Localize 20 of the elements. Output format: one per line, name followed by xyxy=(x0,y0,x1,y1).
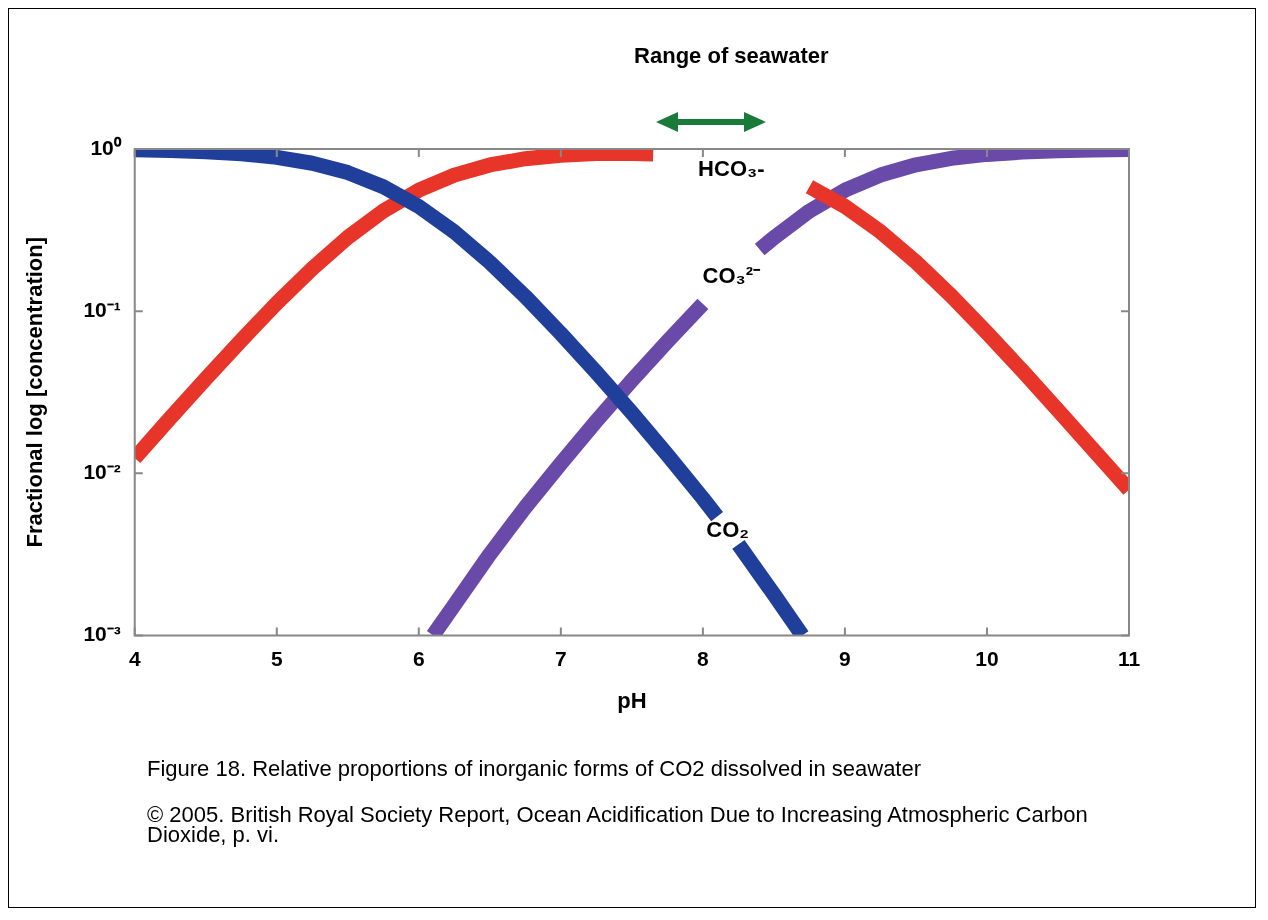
x-tick-label: 8 xyxy=(697,646,710,670)
series-label: CO₃²⁻ xyxy=(702,262,762,288)
x-tick-label: 10 xyxy=(975,646,999,670)
x-tick-label: 9 xyxy=(839,646,851,670)
x-tick-label: 11 xyxy=(1117,646,1141,670)
x-axis-title: pH xyxy=(617,687,647,713)
y-tick-label: 10⁰ xyxy=(90,135,122,159)
x-tick-label: 7 xyxy=(555,646,567,670)
chart-title: Range of seawater xyxy=(634,43,829,69)
text: © 2005. British Royal Society Report, Ocean Acidification Due to Increasing Atmospheric Carbon Dioxide, p. vi. xyxy=(147,802,1089,847)
y-axis-title: Fractional log [concentration] xyxy=(22,236,48,548)
x-tick-label: 5 xyxy=(270,646,283,670)
series-label: CO₂ xyxy=(706,516,750,542)
y-tick-label: 10⁻³ xyxy=(83,622,121,646)
caption: Figure 18. Relative proportions of inorganic forms of CO2 dissolved in seawater xyxy=(147,756,923,781)
x-tick-label: 6 xyxy=(412,646,425,670)
x-tick-label: 4 xyxy=(128,646,141,670)
y-tick-label: 10⁻¹ xyxy=(83,297,121,321)
text: HCO₃- xyxy=(698,156,765,182)
y-tick-label: 10⁻² xyxy=(83,460,121,484)
